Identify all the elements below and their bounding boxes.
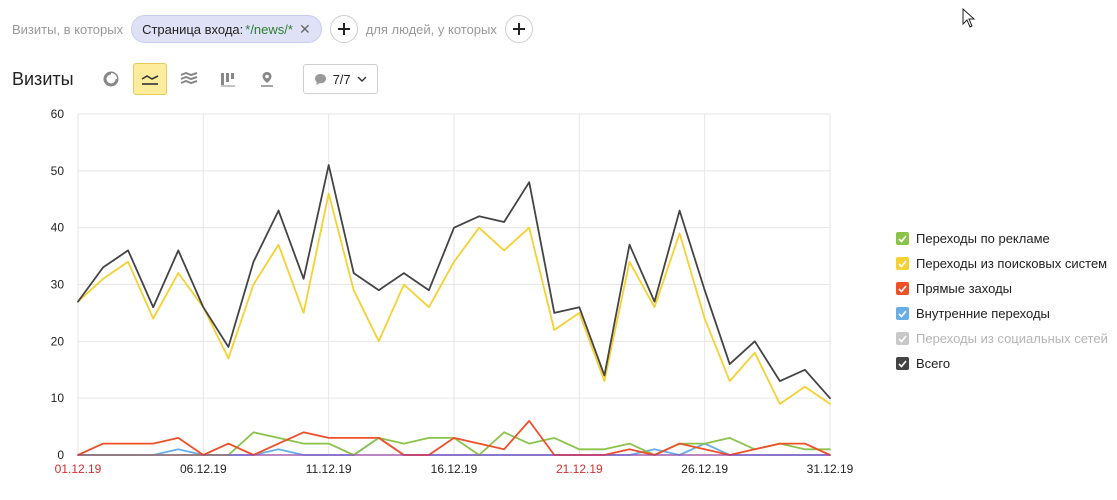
checkbox-checked-icon[interactable]: [896, 257, 909, 270]
map-pin-icon: [260, 72, 273, 87]
chevron-down-icon: [357, 76, 367, 82]
legend-label: Переходы из социальных сетей: [916, 331, 1108, 346]
legend-item[interactable]: Внутренние переходы: [896, 301, 1108, 326]
legend-item[interactable]: Переходы по рекламе: [896, 226, 1108, 251]
chart-toolbar: Визиты: [12, 63, 378, 95]
y-tick-label: 10: [51, 391, 65, 405]
series-line: [77, 164, 831, 400]
mouse-cursor-icon: [962, 8, 976, 28]
segment-filter-bar: Визиты, в которых Страница входа: */news…: [12, 14, 533, 44]
filter-chip-value: */news/*: [245, 21, 293, 37]
legend-item[interactable]: Переходы из поисковых систем: [896, 251, 1108, 276]
x-tick-label: 31.12.19: [807, 462, 854, 476]
area-chart-button[interactable]: [172, 63, 206, 95]
pie-chart-icon: [103, 71, 119, 87]
chart-legend: Переходы по рекламе Переходы из поисковых…: [896, 226, 1108, 376]
map-chart-button[interactable]: [250, 63, 284, 95]
legend-item[interactable]: Прямые заходы: [896, 276, 1108, 301]
column-chart-button[interactable]: [211, 63, 245, 95]
plus-icon: [512, 23, 525, 35]
comment-icon: [314, 73, 326, 85]
entry-page-filter-chip[interactable]: Страница входа: */news/* ✕: [131, 15, 322, 43]
x-tick-label: 26.12.19: [681, 462, 728, 476]
legend-label: Прямые заходы: [916, 281, 1013, 296]
checkbox-checked-icon[interactable]: [896, 307, 909, 320]
y-tick-label: 0: [57, 448, 64, 462]
filter-chip-label: Страница входа:: [142, 21, 244, 37]
checkbox-checked-icon[interactable]: [896, 332, 909, 345]
metrics-count: 7/7: [332, 71, 351, 87]
x-tick-label: 16.12.19: [431, 462, 478, 476]
x-tick-label: 01.12.19: [55, 462, 102, 476]
checkbox-checked-icon[interactable]: [896, 282, 909, 295]
y-tick-label: 20: [51, 334, 65, 348]
checkbox-checked-icon[interactable]: [896, 357, 909, 370]
y-tick-label: 30: [51, 278, 65, 292]
column-chart-icon: [220, 73, 235, 87]
visits-condition-label: Визиты, в которых: [12, 21, 124, 37]
y-tick-label: 40: [51, 221, 65, 235]
line-chart-button[interactable]: [132, 63, 167, 95]
close-icon[interactable]: ✕: [298, 21, 311, 37]
area-chart-icon: [180, 72, 197, 85]
legend-label: Внутренние переходы: [916, 306, 1050, 321]
visits-line-chart: 0 10 20 30 40 50 60 01.12.19 06.12.19 11.12.19 16.…: [51, 107, 854, 476]
legend-label: Всего: [916, 356, 951, 371]
legend-label: Переходы из поисковых систем: [916, 256, 1108, 271]
y-tick-label: 60: [51, 107, 65, 121]
x-tick-label: 11.12.19: [306, 462, 352, 476]
legend-item[interactable]: Всего: [896, 351, 1108, 376]
y-tick-label: 50: [51, 164, 65, 178]
metrics-selector-button[interactable]: 7/7: [302, 64, 378, 94]
x-tick-label: 06.12.19: [180, 462, 227, 476]
checkbox-checked-icon[interactable]: [896, 232, 909, 245]
plus-icon: [337, 23, 350, 35]
add-visit-condition-button[interactable]: [329, 15, 358, 43]
add-people-condition-button[interactable]: [504, 15, 533, 43]
x-tick-label: 21.12.19: [556, 462, 603, 476]
line-chart-icon: [141, 75, 158, 85]
pie-chart-button[interactable]: [94, 63, 128, 95]
legend-item[interactable]: Переходы из социальных сетей: [896, 326, 1108, 351]
legend-label: Переходы по рекламе: [916, 231, 1050, 246]
page-title: Визиты: [12, 68, 74, 89]
people-condition-label: для людей, у которых: [365, 21, 497, 37]
